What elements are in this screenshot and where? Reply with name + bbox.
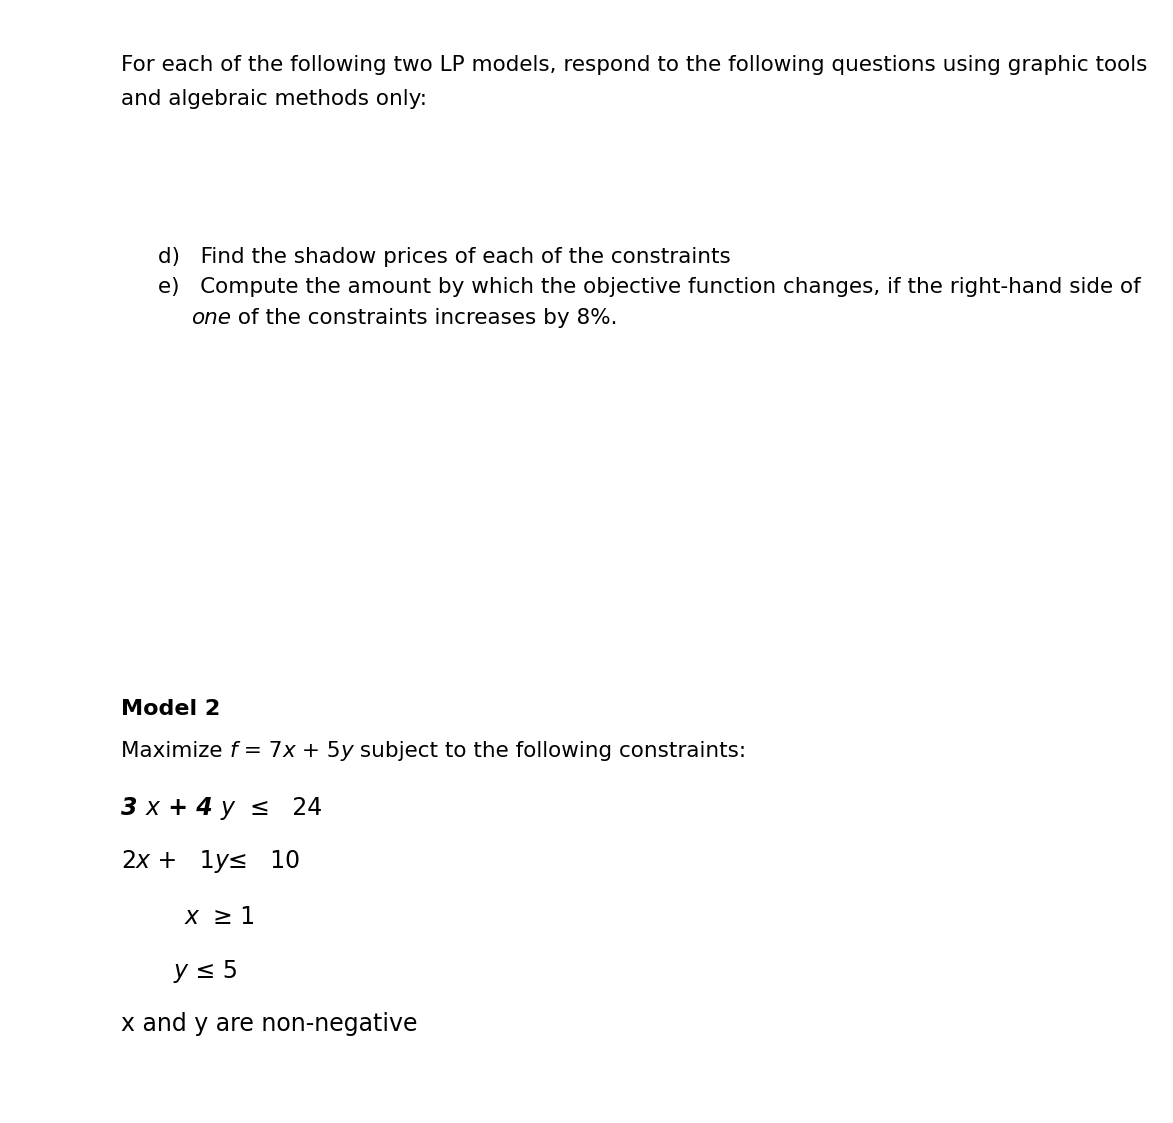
- Text: + 5: + 5: [296, 741, 340, 761]
- Text: x and y are non-negative: x and y are non-negative: [121, 1012, 418, 1035]
- Text: y: y: [340, 741, 353, 761]
- Text: ≤   10: ≤ 10: [229, 849, 300, 873]
- Text: x: x: [184, 905, 198, 929]
- Text: of the constraints increases by 8%.: of the constraints increases by 8%.: [231, 308, 618, 328]
- Text: x: x: [283, 741, 296, 761]
- Text: f: f: [229, 741, 237, 761]
- Text: x: x: [136, 849, 150, 873]
- Text: d)   Find the shadow prices of each of the constraints: d) Find the shadow prices of each of the…: [158, 247, 731, 267]
- Text: ≤ 5: ≤ 5: [188, 959, 238, 983]
- Text: subject to the following constraints:: subject to the following constraints:: [353, 741, 746, 761]
- Text: Maximize: Maximize: [121, 741, 229, 761]
- Text: 3: 3: [121, 796, 145, 820]
- Text: ≤   24: ≤ 24: [235, 796, 321, 820]
- Text: Model 2: Model 2: [121, 699, 221, 719]
- Text: and algebraic methods only:: and algebraic methods only:: [121, 89, 427, 109]
- Text: +   1: + 1: [150, 849, 215, 873]
- Text: + 4: + 4: [160, 796, 221, 820]
- Text: ≥ 1: ≥ 1: [198, 905, 256, 929]
- Text: For each of the following two LP models, respond to the following questions usin: For each of the following two LP models,…: [121, 55, 1147, 75]
- Text: e)   Compute the amount by which the objective function changes, if the right-ha: e) Compute the amount by which the objec…: [158, 277, 1141, 298]
- Text: 2: 2: [121, 849, 136, 873]
- Text: x: x: [145, 796, 160, 820]
- Text: y: y: [221, 796, 235, 820]
- Text: y: y: [215, 849, 229, 873]
- Text: one: one: [191, 308, 231, 328]
- Text: y: y: [174, 959, 188, 983]
- Text: = 7: = 7: [237, 741, 283, 761]
